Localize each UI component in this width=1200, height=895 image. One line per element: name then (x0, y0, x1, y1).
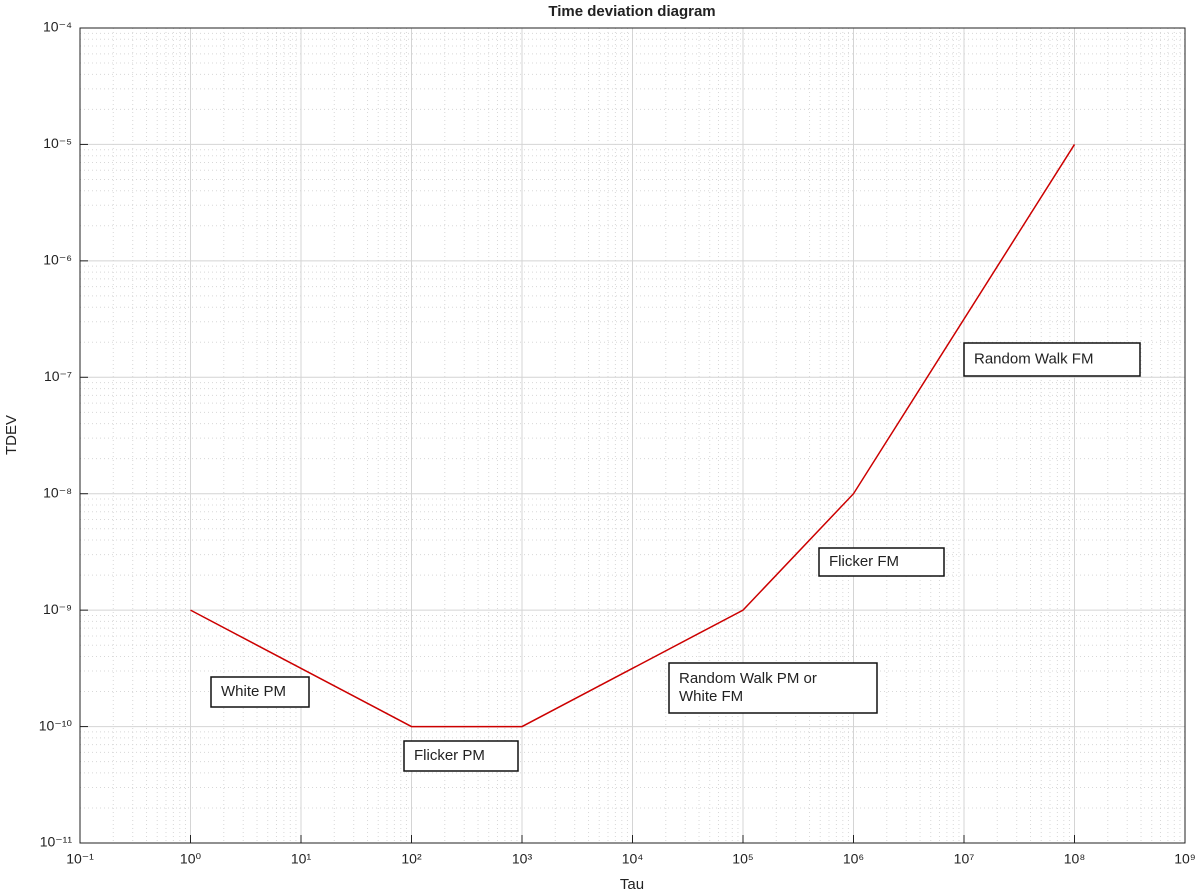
y-tick-label: 10⁻¹¹ (40, 834, 73, 850)
y-tick-label: 10⁻¹⁰ (39, 717, 73, 733)
x-axis-label: Tau (620, 876, 644, 893)
x-tick-label: 10² (401, 851, 422, 867)
annotation-box (668, 662, 878, 714)
annotation-box (403, 740, 519, 772)
x-tick-label: 10⁵ (732, 851, 753, 867)
x-tick-label: 10⁴ (622, 851, 644, 867)
annotation: Flicker PM (414, 747, 485, 764)
annotation-box (963, 342, 1141, 377)
chart-title: Time deviation diagram (548, 3, 715, 20)
y-tick-label: 10⁻⁴ (43, 19, 72, 35)
x-tick-label: 10⁸ (1064, 851, 1086, 867)
x-tick-label: 10⁹ (1174, 851, 1196, 867)
plot-frame (79, 27, 1186, 844)
y-tick-label: 10⁻⁷ (44, 368, 72, 384)
y-tick-label: 10⁻⁵ (43, 135, 72, 151)
data-line (190, 144, 1076, 728)
x-tick-label: 10⁷ (954, 851, 975, 867)
annotation: Random Walk FM (974, 350, 1093, 367)
annotation: Flicker FM (829, 553, 899, 570)
annotation: Random Walk PM or (679, 670, 817, 687)
annotation-box (210, 676, 310, 708)
x-tick-label: 10³ (512, 851, 533, 867)
x-tick-label: 10⁻¹ (66, 851, 94, 867)
x-tick-label: 10¹ (291, 851, 312, 867)
y-tick-label: 10⁻⁶ (43, 252, 72, 268)
annotation-box (818, 547, 945, 577)
annotation: White PM (221, 683, 286, 700)
annotation: White FM (679, 688, 743, 705)
y-tick-label: 10⁻⁸ (43, 484, 72, 500)
x-tick-label: 10⁰ (180, 851, 202, 867)
y-axis-label: TDEV (3, 415, 20, 455)
x-tick-label: 10⁶ (843, 851, 864, 867)
y-tick-label: 10⁻⁹ (43, 601, 72, 617)
